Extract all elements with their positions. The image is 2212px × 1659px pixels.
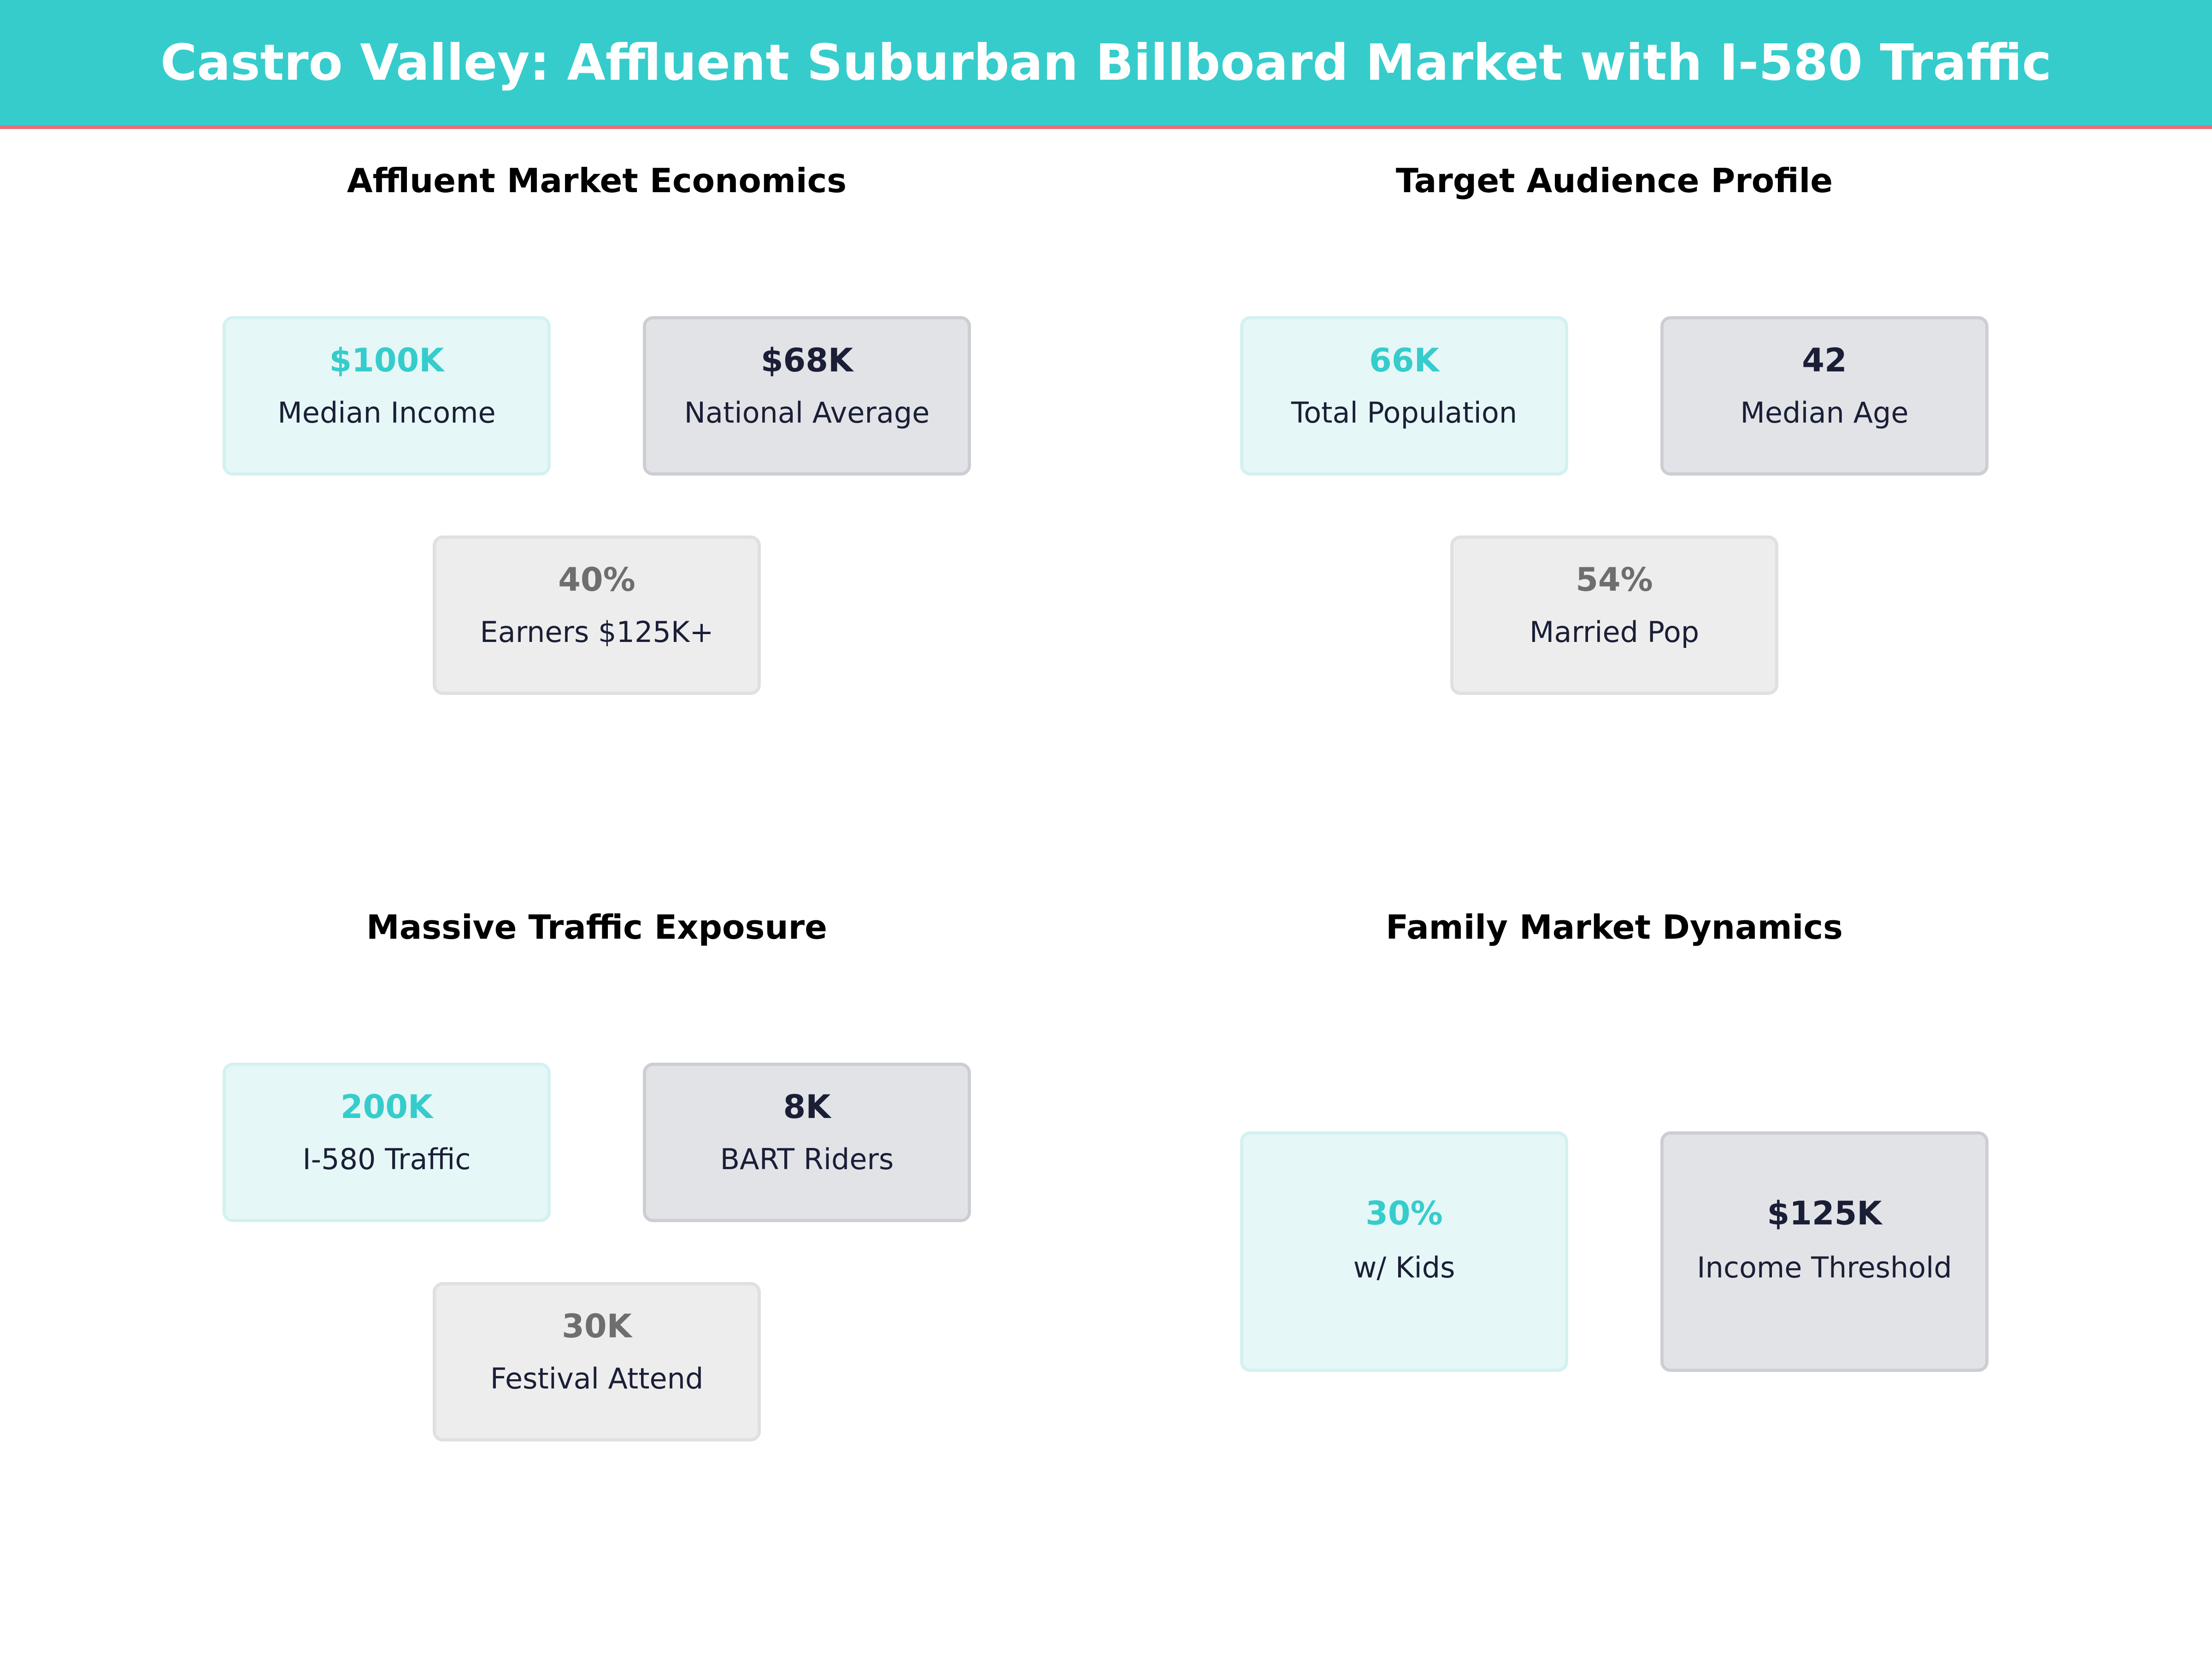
metric-label: Income Threshold <box>1697 1251 1952 1284</box>
metric-card-with-kids: 30% w/ Kids <box>1240 1131 1568 1372</box>
metric-card-earners: 40% Earners $125K+ <box>433 535 761 695</box>
metric-value: 40% <box>558 561 635 599</box>
metric-value: $125K <box>1767 1194 1882 1232</box>
page-title: Castro Valley: Affluent Suburban Billboa… <box>160 34 2052 92</box>
panel-title-economics: Affluent Market Economics <box>347 161 847 200</box>
panel-title-audience: Target Audience Profile <box>1395 161 1833 200</box>
metric-label: Median Income <box>277 396 496 429</box>
header-banner: Castro Valley: Affluent Suburban Billboa… <box>0 0 2212 129</box>
panel-title-traffic: Massive Traffic Exposure <box>366 908 827 947</box>
metric-card-festival-attend: 30K Festival Attend <box>433 1282 761 1441</box>
metric-label: National Average <box>684 396 930 429</box>
metric-card-national-average: $68K National Average <box>643 316 971 476</box>
metric-label: I-580 Traffic <box>302 1142 471 1176</box>
metric-label: w/ Kids <box>1353 1251 1455 1284</box>
metric-card-median-income: $100K Median Income <box>223 316 551 476</box>
panel-title-family: Family Market Dynamics <box>1386 908 1843 947</box>
metric-card-bart-riders: 8K BART Riders <box>643 1063 971 1222</box>
metric-label: Earners $125K+ <box>480 615 714 649</box>
metric-card-median-age: 42 Median Age <box>1660 316 1988 476</box>
metric-value: 54% <box>1576 561 1653 599</box>
metric-label: Total Population <box>1291 396 1518 429</box>
metric-value: 200K <box>340 1088 433 1126</box>
metric-value: 30% <box>1365 1194 1443 1232</box>
metric-value: 30K <box>562 1307 632 1345</box>
metric-card-total-population: 66K Total Population <box>1240 316 1568 476</box>
metric-label: Married Pop <box>1529 615 1700 649</box>
metric-value: 42 <box>1802 341 1847 379</box>
metric-value: $68K <box>760 341 853 379</box>
metric-value: 8K <box>783 1088 831 1126</box>
metric-label: Festival Attend <box>490 1362 704 1395</box>
metric-value: 66K <box>1369 341 1439 379</box>
metric-card-married-pop: 54% Married Pop <box>1450 535 1778 695</box>
metric-card-income-threshold: $125K Income Threshold <box>1660 1131 1988 1372</box>
metric-value: $100K <box>329 341 444 379</box>
metric-label: Median Age <box>1740 396 1909 429</box>
metric-label: BART Riders <box>720 1142 894 1176</box>
metric-card-i580-traffic: 200K I-580 Traffic <box>223 1063 551 1222</box>
